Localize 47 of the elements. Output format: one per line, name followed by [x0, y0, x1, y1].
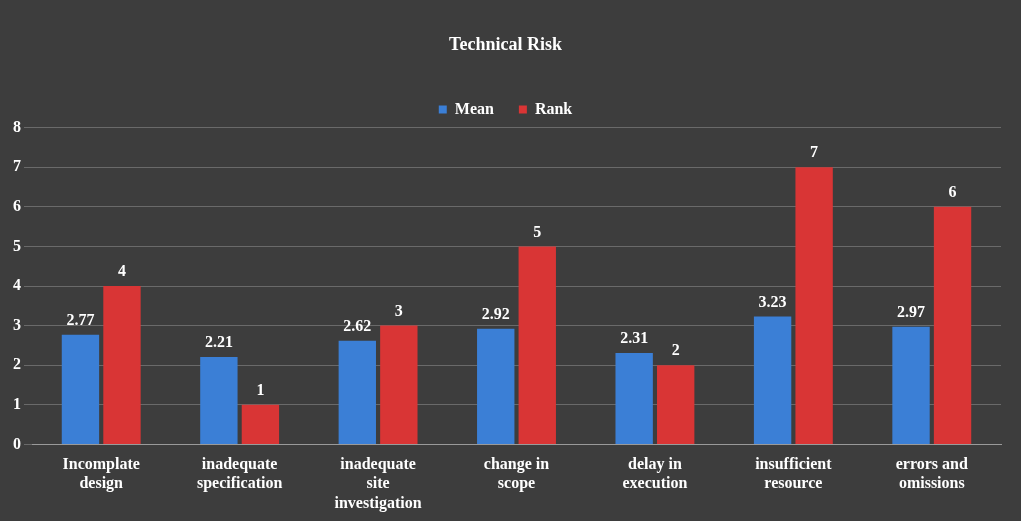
data-label: 7: [810, 143, 819, 161]
bar: [61, 334, 100, 444]
legend-label: Rank: [534, 99, 573, 117]
bar: [380, 325, 418, 444]
bar: [477, 328, 515, 444]
bar: [892, 326, 930, 444]
y-tick-label: 5: [13, 236, 21, 254]
data-label: 6: [948, 182, 957, 200]
x-tick-label: delay in execution: [622, 455, 688, 492]
bar: [657, 365, 695, 444]
y-tick-label: 2: [13, 355, 21, 373]
bar: [795, 167, 833, 444]
chart-title: Technical Risk: [449, 34, 562, 55]
data-label: 5: [533, 222, 542, 240]
bar: [933, 206, 972, 444]
y-tick-label: 0: [13, 434, 21, 452]
data-label: 2.62: [343, 316, 372, 334]
bar: [103, 286, 141, 444]
data-label: 2.31: [620, 329, 649, 347]
data-label: 2.92: [481, 304, 510, 322]
y-tick-label: 7: [13, 157, 21, 175]
bar: [753, 316, 792, 444]
bar: [615, 352, 653, 444]
data-label: 1: [256, 380, 265, 398]
y-tick-label: 1: [13, 394, 21, 412]
y-tick-label: 3: [13, 315, 21, 333]
y-tick-label: 6: [13, 196, 21, 214]
y-tick-label: 4: [13, 276, 21, 294]
data-label: 2.97: [897, 302, 926, 320]
legend-label: Mean: [454, 99, 494, 117]
data-label: 2.21: [204, 333, 233, 351]
bar: [200, 356, 238, 444]
data-label: 4: [117, 262, 126, 280]
x-tick-label: Incomplate design: [62, 455, 140, 493]
bar: [518, 246, 556, 444]
bar: [241, 404, 280, 444]
data-label: 2: [671, 341, 680, 359]
data-label: 3: [394, 301, 403, 319]
x-tick-label: change in scope: [483, 455, 550, 493]
data-label: 3.23: [758, 292, 787, 310]
bar: [338, 340, 376, 444]
x-tick-label: insufficient resource: [755, 455, 833, 492]
x-tick-label: inadequate site investigation: [334, 455, 422, 512]
x-tick-label: errors and omissions: [895, 455, 968, 492]
data-label: 2.77: [66, 310, 95, 328]
y-tick-label: 8: [13, 117, 21, 135]
x-tick-label: inadequate specification: [196, 455, 283, 493]
